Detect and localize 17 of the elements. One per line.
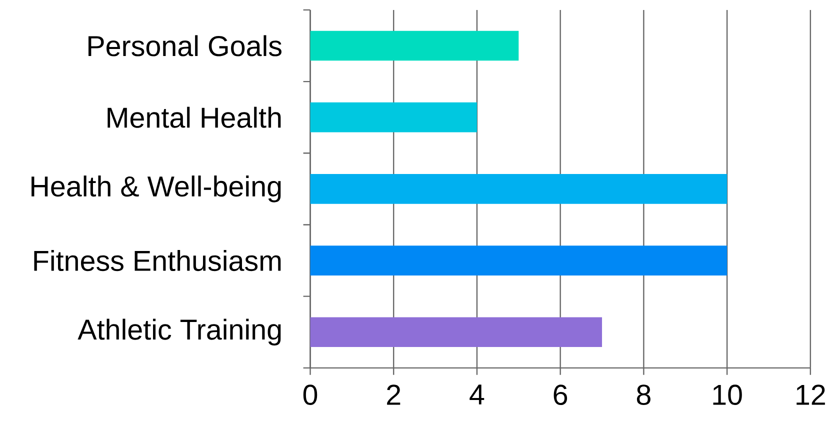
x-tick-label: 2 [387, 384, 400, 405]
y-tick-label: Personal Goals [88, 35, 282, 56]
bar [310, 102, 477, 132]
x-tick-label: 6 [554, 384, 568, 406]
x-tick-label: 10 [713, 384, 742, 406]
y-tick-label: Athletic Training [78, 318, 281, 346]
bar [310, 174, 728, 204]
x-tick-label: 8 [636, 384, 650, 406]
x-tick-label: 12 [796, 384, 825, 405]
y-tick-label: Fitness Enthusiasm [34, 250, 281, 272]
x-tick-label: 0 [303, 384, 318, 406]
y-tick-label: Health & Well-being [32, 176, 281, 203]
x-tick-label: 4 [470, 384, 484, 405]
bar [310, 317, 602, 348]
bar [310, 31, 519, 61]
bar [310, 246, 728, 276]
y-tick-label: Mental Health [108, 106, 281, 128]
